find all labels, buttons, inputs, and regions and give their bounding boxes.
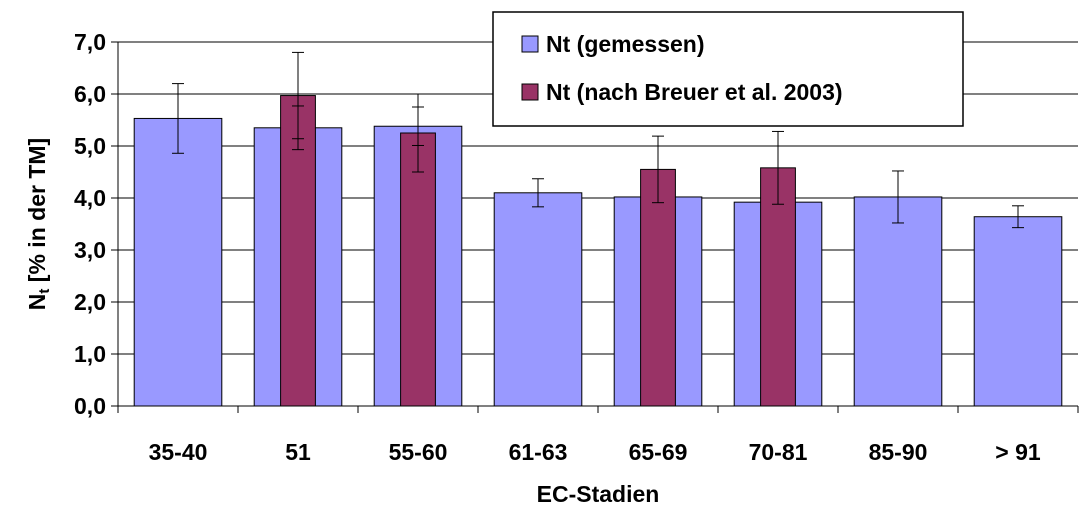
x-category-label: 61-63 [509,439,568,465]
x-category-label: 35-40 [149,439,208,465]
x-category-label: 70-81 [749,439,808,465]
y-tick-label: 5,0 [74,133,106,159]
x-category-label: 65-69 [629,439,688,465]
y-tick-label: 1,0 [74,341,106,367]
legend-label-measured: Nt (gemessen) [546,31,704,57]
y-tick-label: 3,0 [74,237,106,263]
y-tick-labels: 0,0 1,0 2,0 3,0 4,0 5,0 6,0 7,0 [74,29,106,419]
x-category-label: 51 [285,439,311,465]
legend-swatch-breuer [521,83,539,101]
x-category-label: 55-60 [389,439,448,465]
bar-breuer [640,168,676,407]
y-axis-title-rest: [% in der TM] [24,138,50,289]
bar-measured [853,196,943,407]
error-bars [172,51,1024,229]
bar-measured [973,216,1063,407]
bar-measured [493,192,583,407]
legend-box [492,11,964,127]
bars [133,95,1063,407]
x-category-label: 85-90 [869,439,928,465]
y-axis-title-subscript: t [36,289,53,294]
y-tick-label: 2,0 [74,289,106,315]
y-axis-title-main: N [24,294,50,311]
bar-breuer [400,132,436,407]
y-tick-label: 7,0 [74,29,106,55]
y-axis-title: Nt [% in der TM] [24,138,53,310]
legend-swatch-measured [521,35,539,53]
x-axis-title: EC-Stadien [537,481,660,507]
y-tick-label: 4,0 [74,185,106,211]
x-category-label: > 91 [995,439,1041,465]
y-tick-label: 0,0 [74,393,106,419]
bar-measured [133,117,223,407]
bar-breuer [760,167,796,407]
x-category-labels: 35-40 51 55-60 61-63 65-69 70-81 85-90 > 91 [149,439,1041,465]
legend: Nt (gemessen) Nt (nach Breuer et al. 200… [492,11,964,127]
y-tick-label: 6,0 [74,81,106,107]
axes [111,41,1079,413]
legend-label-breuer: Nt (nach Breuer et al. 2003) [546,79,843,105]
